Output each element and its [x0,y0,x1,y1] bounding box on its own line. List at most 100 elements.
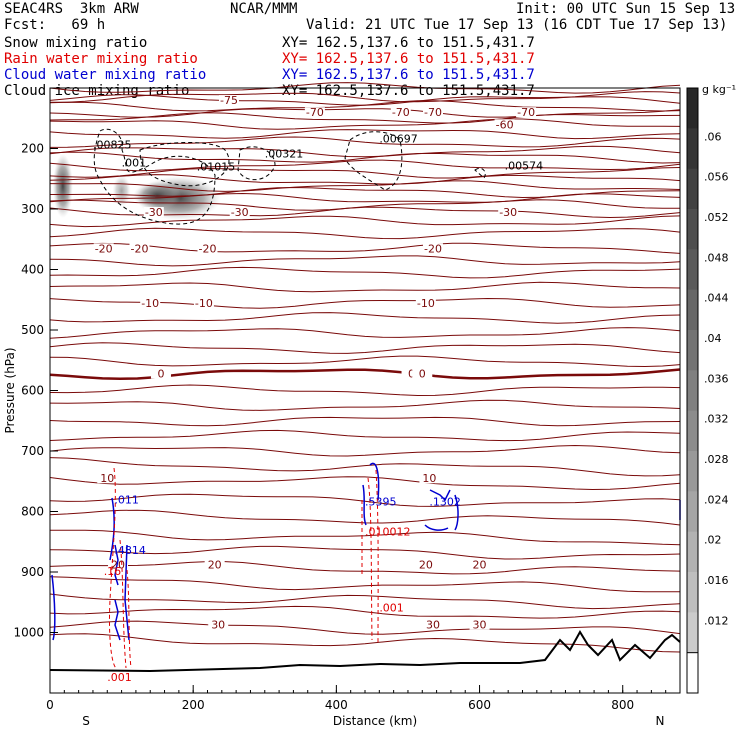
rain-contour [126,569,132,669]
maximum-label: .001 [107,671,132,684]
header-title: SEAC4RS 3km ARW [4,1,139,17]
rain-contour [119,539,127,669]
cloud-water-contour [114,544,119,586]
colorbar-segment [687,491,698,533]
maximum-label: .001 [122,157,147,170]
colorbar-tick-label: .032 [704,413,729,426]
y-tick-label: 600 [21,384,44,398]
colorbar-segment [687,249,698,291]
x-tick-label: 200 [182,698,205,712]
contour-label: 20 [473,559,487,572]
cloud-water-contour [369,462,380,501]
contour-label-bg [208,619,229,630]
contour-label-bg [193,297,214,308]
colorbar-segment [687,209,698,250]
contour-label-bg [415,297,436,308]
temperature-contour [50,529,681,546]
contour-label: -20 [424,242,442,255]
contour-label-bg [93,243,114,254]
temperature-contour [49,355,681,368]
maximum-label: .01015 [197,160,236,173]
y-tick-label: 300 [21,202,44,216]
ice-contour [237,146,276,180]
contour-label-bg [150,368,171,379]
contour-label: 10 [100,472,114,485]
colorbar-tick-label: .044 [704,292,729,305]
y-tick-label: 900 [21,565,44,579]
contour-label: -10 [195,297,213,310]
colorbar-tick-label: .056 [704,171,729,184]
contour-label: -10 [417,297,435,310]
temperature-contour [49,136,681,148]
colorbar-segment [687,168,698,210]
y-tick-label: 200 [21,142,44,156]
temperature-contour [49,620,681,635]
ice-contour [93,128,216,225]
colorbar-segment [687,289,698,331]
field-name: Snow mixing ratio [4,35,148,51]
maximum-label: .00825 [93,139,132,152]
cloud-water-contour [362,484,367,526]
colorbar-tick-label: .016 [704,574,729,587]
contour-label: 30 [211,619,225,632]
contour-label: -20 [95,242,113,255]
field-name: Cloud water mixing ratio [4,67,207,83]
colorbar-segment [687,451,698,492]
contour-label: -20 [199,242,217,255]
temperature-contour [49,266,681,279]
field-name: Rain water mixing ratio [4,51,198,67]
temperature-contour [49,174,681,185]
x-tick-label: 0 [46,698,54,712]
contour-label: -70 [392,106,410,119]
temperature-contour [49,429,681,442]
contour-label: -75 [220,94,238,107]
cloud-water-contour [429,489,451,502]
rain-contour [367,477,373,641]
y-tick-label: 1000 [13,626,44,640]
header-forecast: Fcst: 69 h [4,17,106,33]
contour-label-bg [304,107,325,118]
temperature-contour [49,593,681,610]
temperature-contour [49,368,681,381]
temperature-contour [49,605,681,619]
colorbar-tick-label: .048 [704,251,729,264]
temperature-contour [49,545,681,560]
cloud-water-contour [51,574,56,641]
colorbar-segment [687,88,698,129]
temperature-contour [49,312,681,324]
contour-label-bg [516,107,537,118]
contour-label-bg [108,559,129,570]
temperature-contour [49,180,681,192]
colorbar-segment [687,612,698,654]
endpoint-left-label: S [82,714,90,728]
endpoint-right-label: N [656,714,665,728]
temperature-contour [49,82,681,94]
colorbar-unit: g kg⁻¹ [702,83,736,96]
cloud-water-contour [424,524,449,531]
temperature-contour [49,342,681,354]
field-xy-range: XY= 162.5,137.6 to 151.5,431.7 [282,67,535,83]
contour-label: -70 [424,106,442,119]
x-axis-label: Distance (km) [333,714,417,728]
contour-label: 0 [419,368,426,381]
contour-label: 0 [158,368,165,381]
temperature-contour [49,399,681,411]
contour-label-bg [494,119,515,130]
maximum-label: .5395 [365,495,397,508]
header-valid: Valid: 21 UTC Tue 17 Sep 13 (16 CDT Tue … [306,17,728,33]
contour-label: -30 [145,206,163,219]
temperature-contour [49,167,681,179]
contour-label-bg [469,559,490,570]
maximum-label: .001 [379,601,404,614]
y-tick-label: 500 [21,323,44,337]
temperature-contour [49,112,681,124]
contour-label: 10 [422,472,436,485]
contour-label-bg [419,473,440,484]
temperature-contour [49,457,681,477]
colorbar-tick-label: .028 [704,453,729,466]
temperature-contour [49,242,681,254]
maximum-label: .00574 [505,160,544,173]
temperature-contour [49,192,681,203]
contour-label-bg [498,207,519,218]
temperature-contour [49,384,681,397]
